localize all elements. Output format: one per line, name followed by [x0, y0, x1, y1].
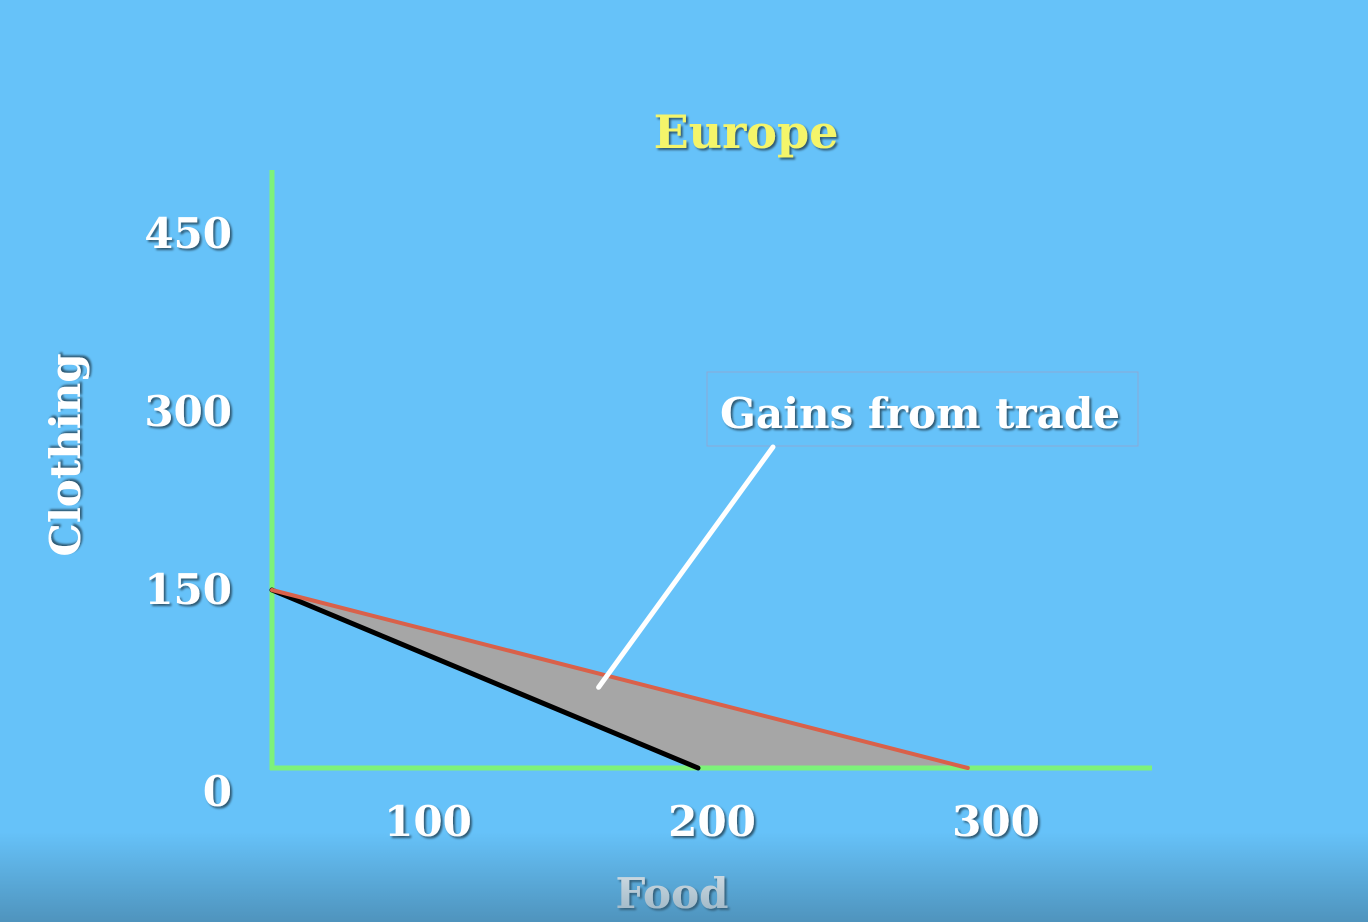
x-tick-label: 300: [952, 797, 1040, 846]
y-tick-label: 0: [203, 767, 232, 816]
x-axis-label: Food: [616, 869, 729, 918]
series-layer: [269, 587, 970, 771]
pre-trade-frontier-line: [269, 587, 701, 771]
tick-label-layer: 100 200 300 0 150 300 450: [144, 209, 1040, 846]
y-tick-label: 450: [144, 209, 232, 258]
y-tick-label: 300: [144, 387, 232, 436]
y-tick-label: 150: [144, 565, 232, 614]
trade-line: [270, 588, 970, 770]
annotation-box: [706, 371, 1139, 447]
y-axis-label: Clothing: [41, 353, 90, 556]
x-tick-label: 100: [384, 797, 472, 846]
chart-title: Europe: [654, 105, 839, 159]
axis-layer: [269, 170, 1152, 771]
annotation-layer: Gains from trade: [596, 371, 1139, 690]
x-tick-label: 200: [668, 797, 756, 846]
annotation-text: Gains from trade: [720, 389, 1120, 438]
annotation-pointer: [596, 444, 776, 690]
